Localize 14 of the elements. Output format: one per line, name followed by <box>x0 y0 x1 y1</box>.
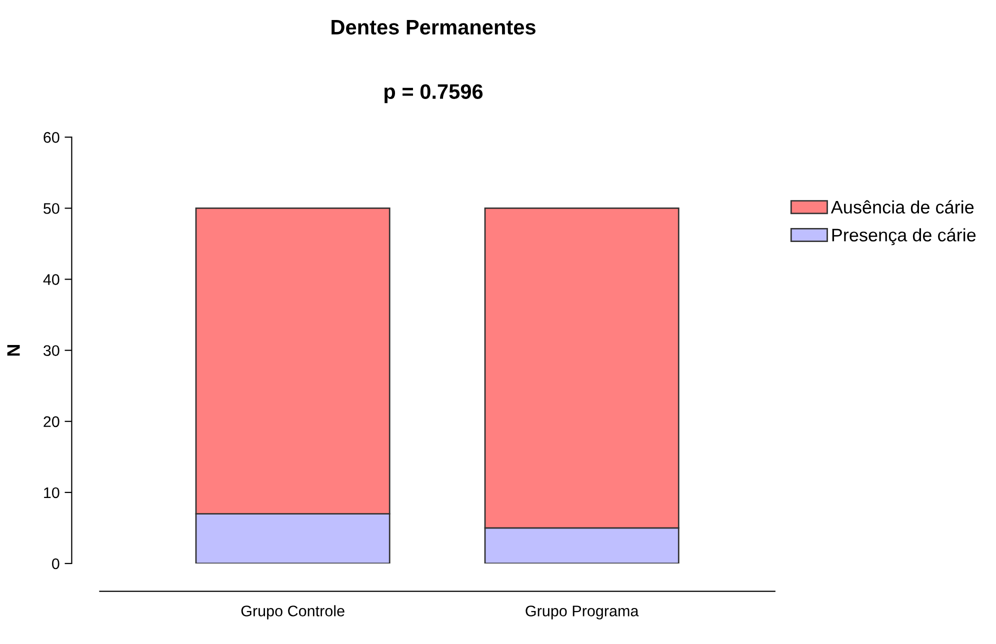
y-tick-label: 20 <box>44 416 60 428</box>
legend-label: Ausência de cárie <box>830 200 974 214</box>
chart-title: Dentes Permanentes <box>332 20 536 35</box>
y-tick-label: 10 <box>44 487 60 498</box>
y-axis-title: N <box>7 345 20 356</box>
x-tick-label: Grupo Programa <box>526 606 639 620</box>
x-tick-label: Grupo Controle <box>241 605 344 620</box>
legend-label: Presença de cárie <box>832 228 976 246</box>
y-tick-label: 30 <box>43 345 60 356</box>
y-tick-label: 0 <box>52 558 60 570</box>
chart-subtitle: p = 0.7596 <box>384 84 483 104</box>
y-tick-label: 50 <box>44 203 60 214</box>
y-tick-label: 60 <box>44 132 60 143</box>
y-tick-label: 40 <box>43 274 60 285</box>
